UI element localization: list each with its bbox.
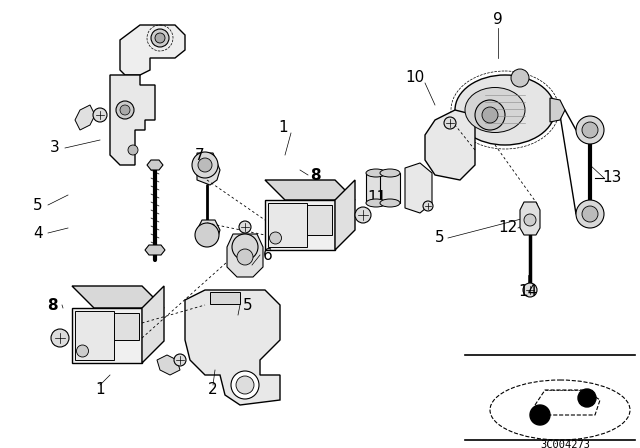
Text: 7: 7 [195, 147, 205, 163]
Text: 5: 5 [435, 231, 445, 246]
Circle shape [51, 329, 69, 347]
Circle shape [232, 234, 258, 260]
Polygon shape [157, 355, 180, 375]
Polygon shape [197, 220, 220, 240]
Text: 4: 4 [33, 225, 43, 241]
Bar [380, 173, 400, 203]
Text: 5: 5 [243, 297, 253, 313]
Ellipse shape [366, 169, 386, 177]
Polygon shape [147, 160, 163, 170]
Ellipse shape [380, 199, 400, 207]
Bar [366, 173, 386, 203]
Circle shape [128, 145, 138, 155]
Circle shape [239, 221, 251, 233]
Polygon shape [265, 200, 335, 250]
Polygon shape [520, 202, 540, 235]
Text: 10: 10 [405, 70, 424, 86]
Circle shape [174, 354, 186, 366]
Text: 1: 1 [278, 121, 288, 135]
Bar [75, 311, 113, 360]
Circle shape [77, 345, 88, 357]
Polygon shape [335, 180, 355, 250]
Circle shape [116, 101, 134, 119]
Text: 8: 8 [47, 297, 58, 313]
Text: 14: 14 [518, 284, 538, 300]
Circle shape [530, 405, 550, 425]
Circle shape [475, 100, 505, 130]
Text: 2: 2 [208, 383, 218, 397]
Polygon shape [120, 25, 185, 75]
Text: 6: 6 [263, 247, 273, 263]
Text: 13: 13 [602, 171, 621, 185]
Circle shape [511, 69, 529, 87]
Polygon shape [72, 308, 142, 363]
Text: 11: 11 [367, 190, 387, 206]
Polygon shape [405, 163, 432, 213]
Circle shape [578, 389, 596, 407]
Circle shape [236, 376, 254, 394]
Circle shape [269, 232, 282, 244]
Ellipse shape [380, 169, 400, 177]
Polygon shape [265, 180, 355, 200]
Circle shape [523, 283, 537, 297]
Circle shape [444, 117, 456, 129]
Polygon shape [550, 98, 565, 122]
Polygon shape [110, 75, 155, 165]
Circle shape [524, 214, 536, 226]
Circle shape [93, 108, 107, 122]
Circle shape [582, 206, 598, 222]
Ellipse shape [455, 75, 555, 145]
Text: 8: 8 [310, 168, 320, 182]
Polygon shape [227, 234, 263, 277]
Circle shape [151, 29, 169, 47]
Text: 12: 12 [499, 220, 518, 236]
Text: 3C004273: 3C004273 [540, 440, 590, 448]
Circle shape [231, 371, 259, 399]
Polygon shape [142, 286, 164, 363]
Circle shape [155, 33, 165, 43]
Polygon shape [75, 105, 95, 130]
Text: 9: 9 [493, 13, 503, 27]
Circle shape [195, 223, 219, 247]
Bar [210, 292, 240, 304]
Circle shape [576, 200, 604, 228]
Polygon shape [197, 153, 220, 185]
Circle shape [423, 201, 433, 211]
Circle shape [482, 107, 498, 123]
Circle shape [582, 122, 598, 138]
Ellipse shape [366, 199, 386, 207]
Circle shape [237, 249, 253, 265]
Circle shape [576, 116, 604, 144]
Ellipse shape [465, 87, 525, 133]
Text: 5: 5 [33, 198, 43, 212]
Text: 3: 3 [50, 141, 60, 155]
Bar [268, 203, 307, 247]
Bar [307, 205, 332, 235]
Circle shape [198, 158, 212, 172]
Polygon shape [425, 110, 475, 180]
Polygon shape [145, 245, 165, 255]
Polygon shape [72, 286, 164, 308]
Circle shape [192, 152, 218, 178]
Text: 1: 1 [95, 383, 105, 397]
Circle shape [355, 207, 371, 223]
Polygon shape [185, 290, 280, 405]
Bar [114, 313, 138, 340]
Circle shape [120, 105, 130, 115]
